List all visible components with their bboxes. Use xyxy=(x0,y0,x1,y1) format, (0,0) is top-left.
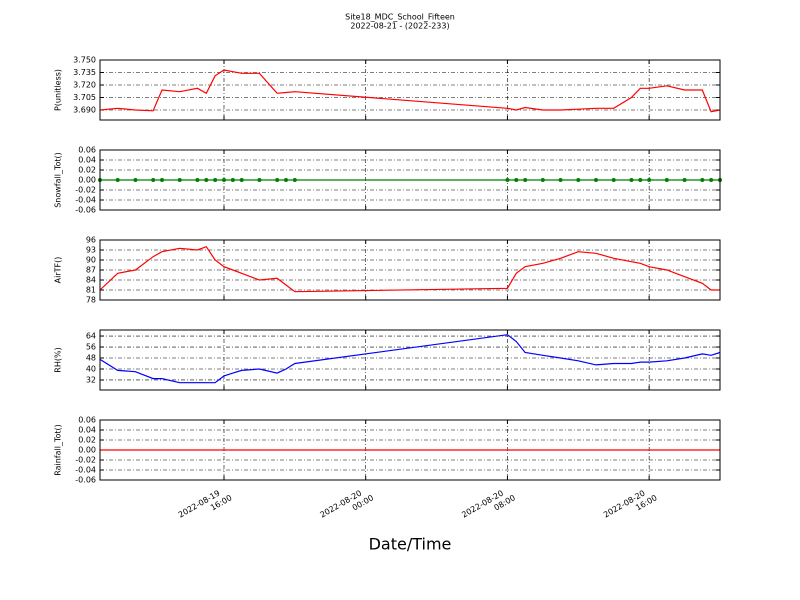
y-tick-label: -0.06 xyxy=(75,476,96,485)
y-axis-label: RH(%) xyxy=(54,347,63,372)
data-point xyxy=(709,178,714,182)
data-point xyxy=(292,178,297,182)
data-point xyxy=(133,178,138,182)
y-tick-label: 84 xyxy=(86,276,96,285)
data-point xyxy=(611,178,616,182)
data-point xyxy=(151,178,156,182)
plot-frame xyxy=(99,419,721,481)
y-tick-label: -0.02 xyxy=(75,456,96,465)
y-tick-label: -0.06 xyxy=(75,206,96,215)
data-point xyxy=(700,178,705,182)
chart-subtitle: 2022-08-21 - (2022-233) xyxy=(350,22,449,31)
y-tick-label: 3.720 xyxy=(73,81,96,90)
data-line xyxy=(99,245,720,293)
data-point xyxy=(275,178,280,182)
y-tick-label: 0.00 xyxy=(78,446,96,455)
data-point xyxy=(647,178,652,182)
y-axis-label: P(unitless) xyxy=(54,69,63,111)
y-tick-label: 32 xyxy=(86,375,96,384)
y-tick-label: 93 xyxy=(86,246,96,255)
data-point xyxy=(558,178,563,182)
data-point xyxy=(514,178,519,182)
y-tick-label: 0.02 xyxy=(78,166,96,175)
y-tick-label: 81 xyxy=(86,286,96,295)
data-point xyxy=(115,178,120,182)
x-tick-label: 2022-08-2000:00 xyxy=(318,484,375,528)
data-point xyxy=(230,178,235,182)
data-point xyxy=(213,178,218,182)
y-tick-label: 48 xyxy=(86,354,96,363)
y-tick-label: 3.750 xyxy=(73,56,96,65)
data-point xyxy=(195,178,200,182)
data-point xyxy=(222,178,226,182)
y-tick-label: 0.06 xyxy=(78,416,96,425)
y-tick-label: 0.02 xyxy=(78,436,96,445)
data-point xyxy=(523,178,528,182)
y-tick-label: -0.02 xyxy=(75,186,96,195)
y-tick-label: 3.735 xyxy=(73,68,96,77)
data-point xyxy=(505,178,510,182)
x-tick-label: 2022-08-2016:00 xyxy=(602,484,659,528)
y-tick-label: 87 xyxy=(86,266,96,275)
data-point xyxy=(664,178,669,182)
plot-frame xyxy=(99,329,721,391)
y-tick-label: 0.00 xyxy=(78,176,96,185)
y-tick-label: 64 xyxy=(86,332,96,341)
data-point xyxy=(284,178,288,182)
y-tick-label: 3.705 xyxy=(73,93,96,102)
y-tick-label: 56 xyxy=(86,343,96,352)
data-point xyxy=(594,178,598,182)
data-line xyxy=(99,334,721,384)
y-tick-label: 90 xyxy=(86,256,96,265)
data-point xyxy=(540,178,545,182)
y-tick-label: -0.04 xyxy=(75,196,96,205)
data-point xyxy=(576,178,581,182)
y-tick-label: 40 xyxy=(86,364,96,373)
data-point xyxy=(638,178,643,182)
x-tick-label: 2022-08-1916:00 xyxy=(177,484,234,528)
data-point xyxy=(160,178,164,182)
y-tick-label: 0.06 xyxy=(78,146,96,155)
plot-frame xyxy=(99,239,721,301)
y-tick-label: 0.04 xyxy=(78,156,96,165)
y-axis-label: Snowfall_Tot() xyxy=(54,152,63,208)
data-point xyxy=(177,178,182,182)
y-tick-label: -0.04 xyxy=(75,466,96,475)
y-axis-label: AirTF() xyxy=(54,257,63,284)
data-point xyxy=(257,178,262,182)
data-point xyxy=(239,178,244,182)
x-tick-label: 2022-08-2008:00 xyxy=(460,484,517,528)
data-point xyxy=(629,178,634,182)
y-tick-label: 3.690 xyxy=(73,106,96,115)
data-point xyxy=(204,178,209,182)
x-axis-label: Date/Time xyxy=(369,535,452,554)
y-tick-label: 0.04 xyxy=(78,426,96,435)
plot-frame xyxy=(99,59,721,121)
y-tick-label: 96 xyxy=(86,236,96,245)
y-axis-label: Rainfall_Tot() xyxy=(54,424,63,476)
chart-title: Site18_MDC_School_Fifteen xyxy=(345,13,455,22)
data-line xyxy=(99,69,721,113)
plot-frame xyxy=(99,149,721,211)
y-tick-label: 78 xyxy=(86,296,96,305)
data-point xyxy=(682,178,687,182)
